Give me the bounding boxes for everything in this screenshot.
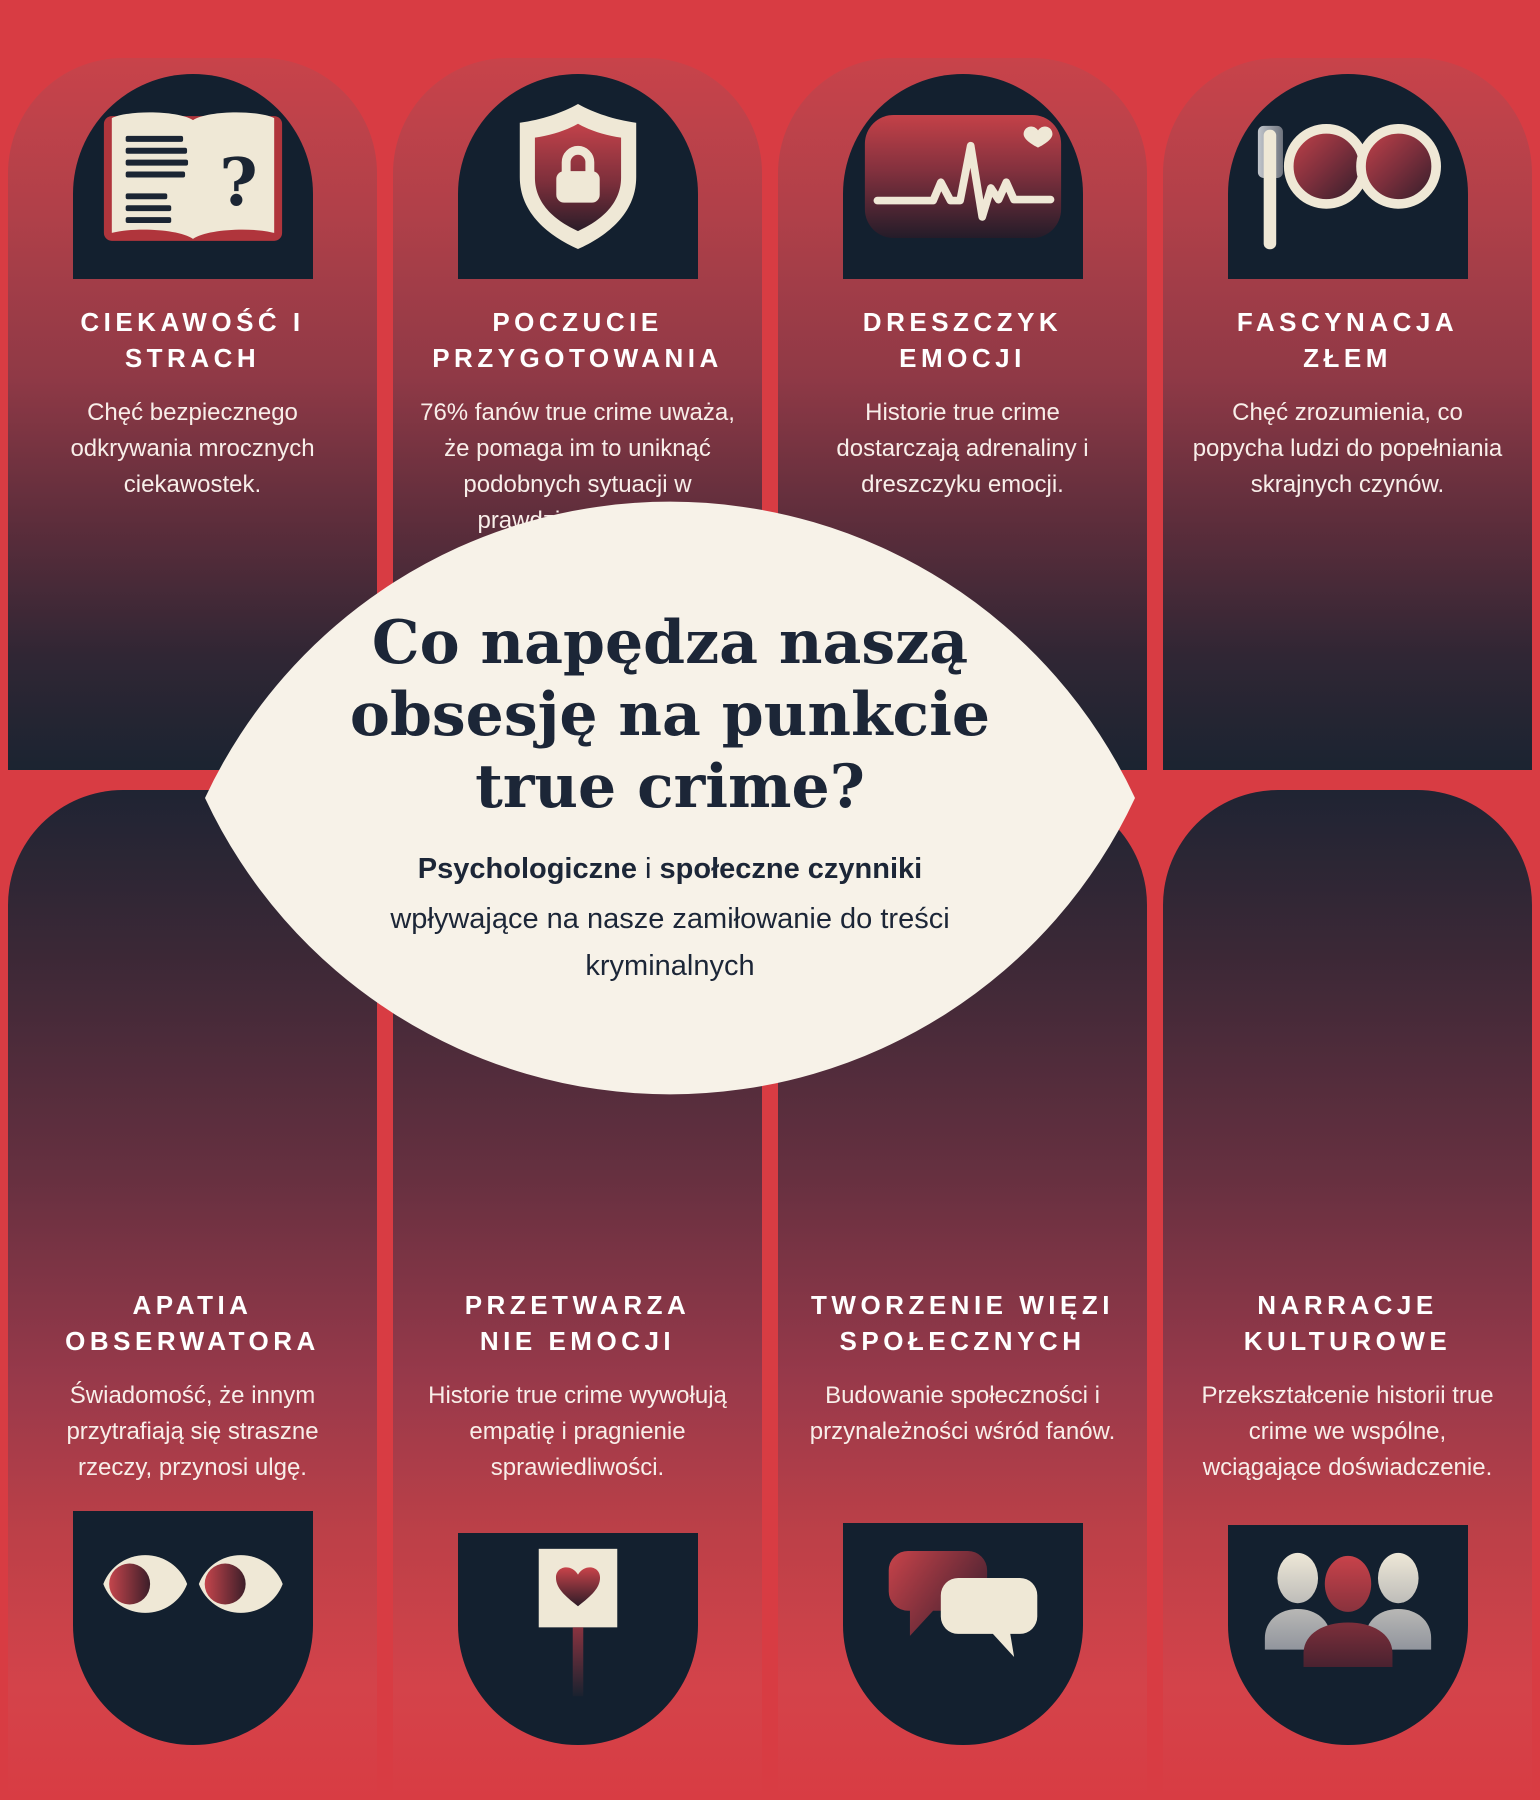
opera-glasses-icon (1257, 123, 1441, 250)
panel-title: TWORZENIE WIĘZI SPOŁECZNYCH (778, 1288, 1147, 1360)
panel-cultural-narratives: NARRACJE KULTUROWE Przekształcenie histo… (1163, 790, 1532, 1800)
panel-title-line: PRZETWARZA (464, 1290, 691, 1320)
icon-dome (842, 74, 1083, 279)
panel-description: Świadomość, że innym przytrafiają się st… (66, 1381, 319, 1481)
subtitle-connector: i (636, 852, 660, 885)
panel-title-line: STRACH (124, 342, 261, 373)
panel-description: Chęć bezpiecznego odkrywania mrocznych c… (70, 398, 315, 498)
panel-title-line: SPOŁECZNYCH (839, 1325, 1086, 1356)
panel-title: CIEKAWOŚĆ I STRACH (8, 305, 377, 377)
panel-title: POCZUCIE PRZYGOTOWANIA (393, 305, 762, 377)
panel-title: DRESZCZYK EMOCJI (778, 305, 1147, 377)
open-book-question-icon: ? (103, 112, 282, 241)
heart-sign-icon (538, 1548, 617, 1697)
panel-title-line: APATIA (132, 1290, 253, 1320)
poster-title-line: Co napędza naszą (371, 607, 969, 678)
eye-lens-shape (205, 501, 1135, 1095)
panel-curiosity-and-fear: ? CIEKAWOŚĆ I STRACH Chęć bezpiecznego o… (8, 58, 377, 770)
panel-title-line: KULTUROWE (1243, 1325, 1452, 1356)
panel-title: NARRACJE KULTUROWE (1163, 1288, 1532, 1360)
panel-title: APATIA OBSERWATORA (8, 1288, 377, 1360)
heartbeat-monitor-icon (864, 114, 1061, 239)
svg-text:?: ? (219, 145, 257, 221)
poster-title: Co napędza naszą obsesję na punkcie true… (350, 607, 990, 823)
panel-title-line: ZŁEM (1303, 342, 1392, 373)
watching-eyes-icon (102, 1555, 283, 1613)
panel-title-line: CIEKAWOŚĆ I (80, 307, 305, 337)
panel-title-line: PRZYGOTOWANIA (432, 342, 723, 373)
icon-dome (842, 1523, 1083, 1745)
center-eye-panel: Co napędza naszą obsesję na punkcie true… (203, 500, 1137, 1096)
subtitle-bold-part: społeczne czynniki (659, 852, 923, 885)
panel-title-line: POCZUCIE (492, 307, 663, 337)
poster-subtitle-line: wpływające na nasze zamiłowanie do treśc… (390, 902, 950, 935)
poster-title-line: obsesję na punkcie (349, 679, 991, 750)
bottom-row: APATIA OBSERWATORA Świadomość, że innym … (8, 790, 1532, 1800)
shield-lock-icon (519, 103, 636, 249)
panel-title-line: DRESZCZYK (862, 307, 1063, 337)
icon-dome (1227, 1525, 1468, 1745)
poster-subtitle-emphasis: Psychologiczne i społeczne czynniki (418, 853, 922, 886)
icon-dome (457, 1533, 698, 1745)
panel-description: Historie true crime wywołują empatię i p… (428, 1381, 727, 1481)
poster-subtitle-line: kryminalnych (585, 949, 755, 982)
panel-title-line: NIE EMOCJI (479, 1325, 676, 1356)
panel-fascination-with-evil: FASCYNACJA ZŁEM Chęć zrozumienia, co pop… (1163, 58, 1532, 770)
icon-dome (457, 74, 698, 279)
panel-description: Przekształcenie historii true crime we w… (1201, 1381, 1494, 1481)
panel-title-line: FASCYNACJA (1236, 307, 1459, 337)
panel-title-line: OBSERWATORA (65, 1325, 320, 1356)
panel-title: FASCYNACJA ZŁEM (1163, 305, 1532, 377)
panel-title-line: TWORZENIE WIĘZI (811, 1290, 1114, 1320)
people-group-icon (1264, 1552, 1431, 1667)
icon-dome (72, 1511, 313, 1745)
poster-subtitle: wpływające na nasze zamiłowanie do treśc… (390, 896, 949, 990)
panel-description: Budowanie społeczności i przynależności … (809, 1381, 1116, 1445)
panel-title: PRZETWARZA NIE EMOCJI (393, 1288, 762, 1360)
icon-dome: ? (72, 74, 313, 279)
panel-description: Chęć zrozumienia, co popycha ludzi do po… (1192, 398, 1503, 498)
speech-bubbles-icon (888, 1550, 1037, 1658)
icon-dome (1227, 74, 1468, 279)
eye-text-block: Co napędza naszą obsesję na punkcie true… (203, 500, 1137, 1096)
panel-title-line: NARRACJE (1257, 1290, 1438, 1320)
panel-description: Historie true crime dostarczają adrenali… (836, 398, 1089, 498)
poster-title-line: true crime? (475, 751, 865, 822)
subtitle-bold-part: Psychologiczne (417, 852, 637, 885)
panel-title-line: EMOCJI (899, 342, 1026, 373)
panel-bystander-apathy: APATIA OBSERWATORA Świadomość, że innym … (8, 790, 377, 1800)
